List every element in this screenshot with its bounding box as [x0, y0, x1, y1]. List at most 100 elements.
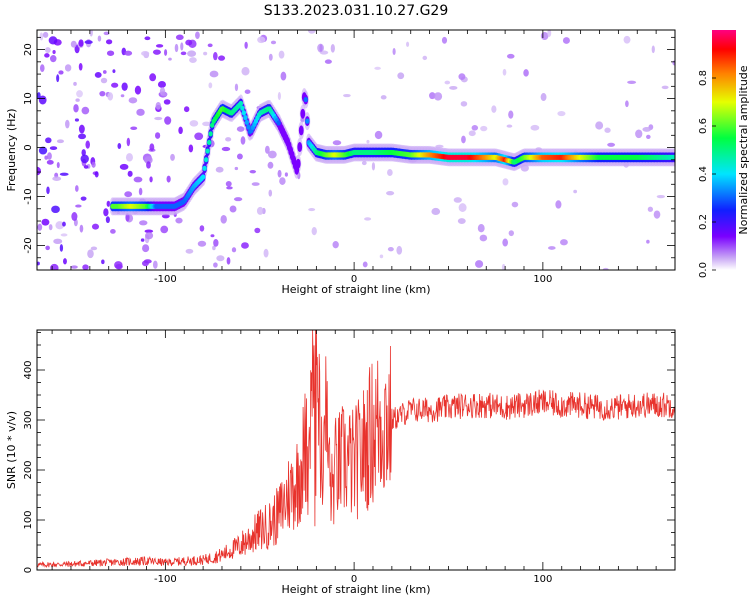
heatmap-cell: [58, 70, 64, 75]
heatmap-cell: [280, 71, 287, 81]
heatmap-cell: [160, 225, 169, 234]
heatmap-cell: [81, 149, 86, 156]
heatmap-cell: [501, 263, 506, 270]
heatmap-cell: [97, 35, 102, 42]
heatmap-cell: [91, 223, 100, 230]
heatmap-cell: [213, 52, 218, 61]
heatmap-cell: [672, 154, 675, 160]
heatmap-cell: [249, 169, 257, 174]
heatmap-cell: [59, 172, 69, 176]
heatmap-cell: [37, 223, 43, 231]
heatmap-cell: [547, 30, 552, 37]
heatmap-cell: [530, 124, 540, 131]
heatmap-cell: [244, 89, 251, 94]
heatmap-cell: [152, 49, 161, 55]
heatmap-cell: [207, 43, 213, 48]
heatmap-cell: [149, 176, 153, 183]
tick-label: 100: [533, 574, 552, 585]
heatmap-cell: [105, 216, 110, 224]
tick-label: 0: [351, 274, 357, 285]
heatmap-cell: [49, 146, 58, 151]
heatmap-cell: [623, 35, 631, 44]
figure-title: S133.2023.031.10.27.G29: [264, 3, 449, 19]
heatmap-cell: [279, 177, 286, 185]
heatmap-cell: [392, 48, 396, 55]
heatmap-cell: [361, 160, 367, 166]
heatmap-cell: [480, 125, 488, 132]
heatmap-cell: [81, 106, 90, 115]
heatmap-cell: [53, 238, 63, 245]
heatmap-cell: [429, 92, 436, 100]
heatmap-cell: [121, 82, 128, 91]
heatmap-cell: [268, 53, 273, 61]
heatmap-cell: [70, 265, 78, 269]
heatmap-cell: [188, 144, 194, 153]
heatmap-cell: [70, 40, 77, 48]
heatmap-cell: [140, 238, 145, 242]
heatmap-cell: [52, 50, 56, 55]
heatmap-cell: [47, 152, 52, 160]
heatmap-cell: [234, 83, 239, 92]
heatmap-cell: [82, 264, 89, 270]
tick-label: -20: [23, 237, 34, 253]
heatmap-cell: [208, 82, 213, 89]
snr-panel: -100 0 100 0 100 200 300 400 Height of straight…: [5, 329, 676, 596]
heatmap-cell: [270, 40, 277, 45]
heatmap-cell: [508, 110, 514, 119]
spectrogram-y-label: Frequency (Hz): [5, 109, 18, 192]
heatmap-cell: [119, 163, 129, 170]
heatmap-cell: [458, 203, 467, 212]
colorbar-gradient: [712, 30, 736, 270]
heatmap-cell: [218, 55, 226, 61]
spectrogram-heatmap: [37, 30, 675, 270]
heatmap-cell: [106, 50, 115, 56]
heatmap-cell: [449, 85, 458, 90]
tick-label: 0: [23, 144, 34, 150]
heatmap-cell: [42, 31, 49, 38]
heatmap-cell: [241, 110, 247, 116]
heatmap-cell: [100, 77, 108, 84]
heatmap-cell: [319, 50, 329, 55]
tick-label: 0.8: [698, 70, 709, 86]
heatmap-cell: [278, 50, 285, 59]
heatmap-cell: [154, 116, 163, 121]
heatmap-cell: [506, 53, 515, 59]
heatmap-cell: [422, 55, 428, 61]
heatmap-cell: [128, 97, 138, 104]
heatmap-cell: [374, 66, 381, 70]
heatmap-cell: [651, 45, 655, 54]
heatmap-cell: [264, 145, 270, 154]
heatmap-cell: [144, 229, 154, 233]
heatmap-cell: [661, 85, 669, 90]
heatmap-cell: [117, 143, 122, 150]
heatmap-cell: [210, 234, 215, 238]
heatmap-cell: [202, 121, 211, 127]
heatmap-cell: [257, 36, 266, 44]
heatmap-cell: [225, 137, 232, 142]
heatmap-cell: [174, 43, 179, 53]
heatmap-cell: [183, 106, 190, 113]
heatmap-cell: [56, 74, 60, 83]
heatmap-cell: [180, 51, 187, 56]
heatmap-cell: [491, 105, 497, 113]
heatmap-cell: [37, 261, 40, 266]
heatmap-cell: [406, 41, 410, 47]
heatmap-cell: [73, 104, 79, 113]
heatmap-cell: [508, 230, 514, 237]
heatmap-cell: [386, 190, 395, 196]
heatmap-cell: [457, 218, 466, 224]
heatmap-cell: [178, 126, 183, 135]
heatmap-cell: [145, 232, 154, 240]
tick-label: 400: [23, 360, 34, 379]
heatmap-cell: [141, 260, 149, 267]
heatmap-cell: [152, 260, 158, 269]
heatmap-cell: [37, 166, 42, 176]
heatmap-cell: [231, 247, 237, 253]
heatmap-cell: [267, 161, 274, 169]
heatmap-cell: [241, 67, 250, 76]
heatmap-cell: [38, 95, 47, 105]
heatmap-cell: [187, 50, 197, 57]
heatmap-cell: [84, 40, 93, 45]
heatmap-cell: [268, 189, 273, 197]
